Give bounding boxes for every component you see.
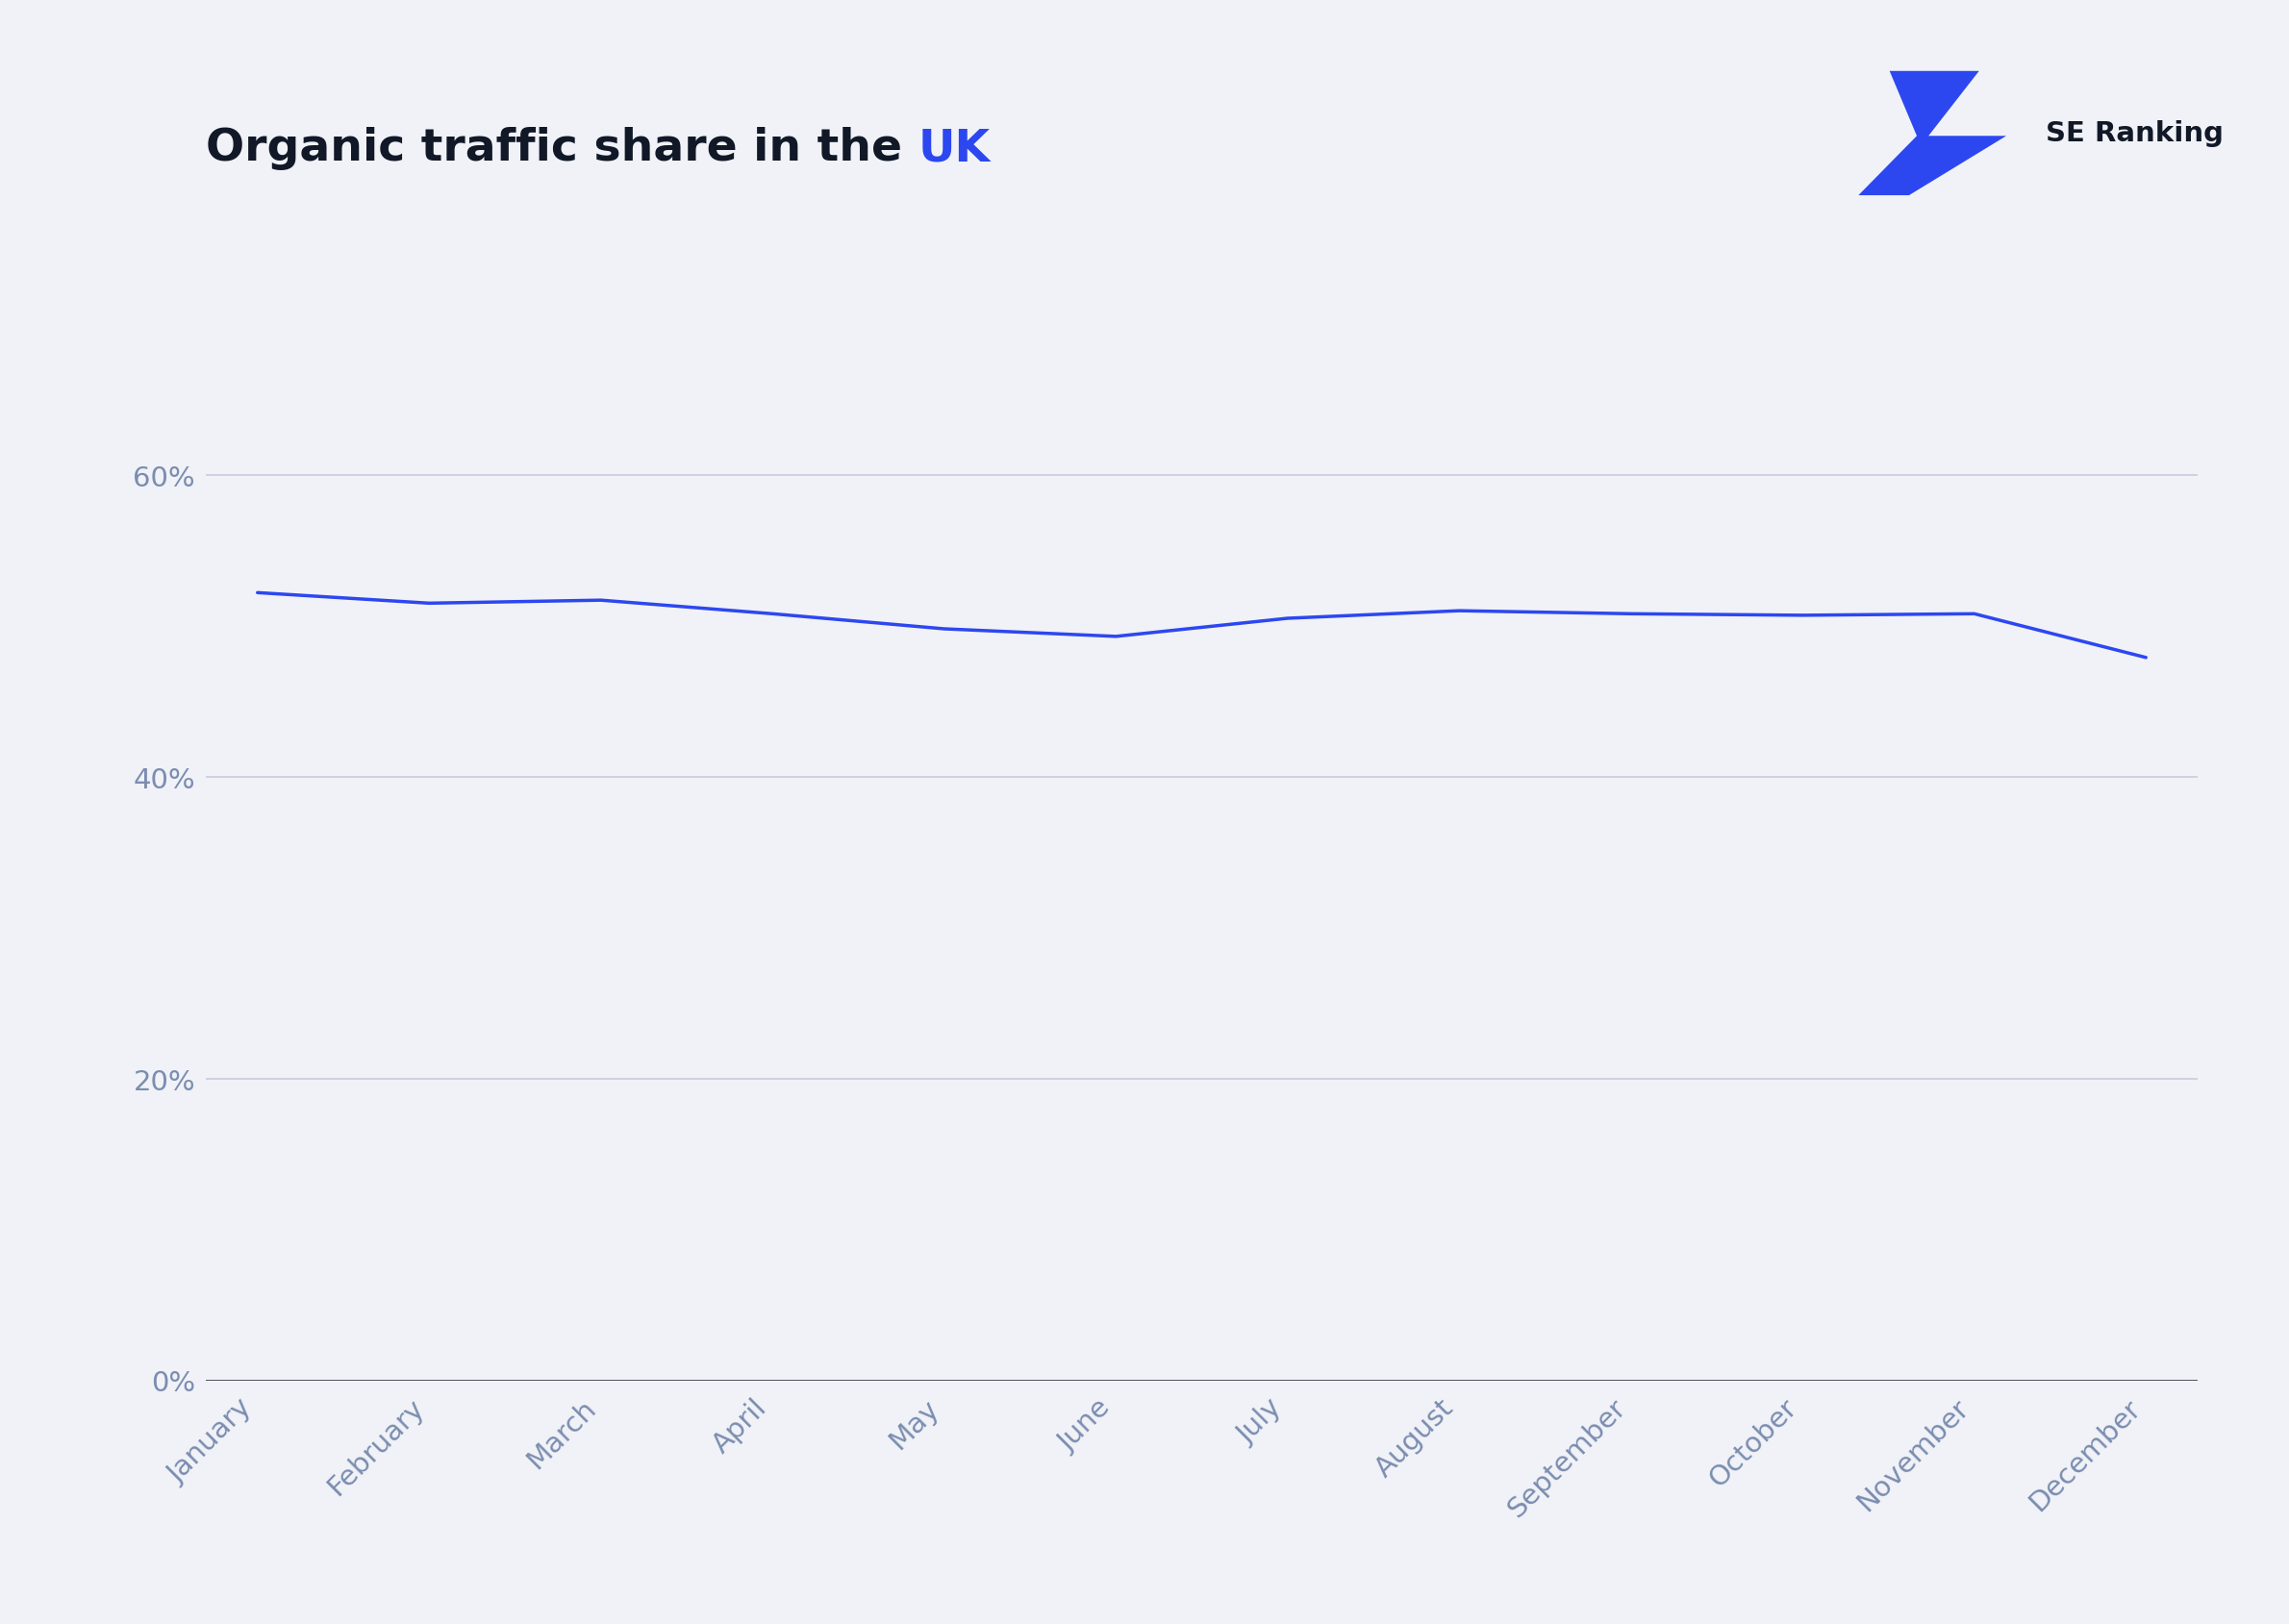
Polygon shape [1859,71,2007,197]
Text: Organic traffic share in the: Organic traffic share in the [206,127,918,171]
Text: UK: UK [918,127,991,171]
Text: SE Ranking: SE Ranking [2046,120,2223,148]
